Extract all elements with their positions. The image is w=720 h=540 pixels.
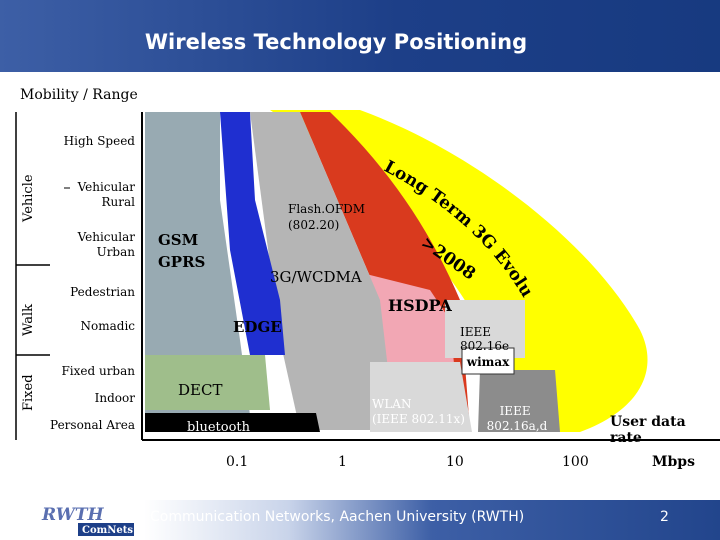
logo-text-rwth: RWTH: [41, 505, 104, 525]
ieee-80216ad-label: IEEE 802.16a,d: [487, 404, 548, 433]
row-label-high-speed: High Speed: [63, 134, 135, 148]
ieee-80216e-label: IEEE 802.16e: [460, 325, 509, 353]
wcdma-label: 3G/WCDMA: [270, 268, 362, 286]
row-label-personal-area: Personal Area: [50, 418, 135, 432]
page-number: 2: [660, 509, 669, 525]
wcdma-region: [250, 112, 395, 430]
row-label-indoor: Indoor: [94, 391, 135, 405]
x-tick-10: 10: [446, 454, 464, 470]
x-axis-unit: Mbps: [652, 454, 695, 470]
ieee-80216e-label-line2: 802.16e: [460, 339, 509, 353]
ieee-80216e-label-line1: IEEE: [460, 325, 491, 339]
ieee-80216ad-label-line2: 802.16a,d: [487, 419, 548, 433]
flash-ofdm-label: Flash.OFDM (802.20): [288, 202, 369, 232]
x-tick-100: 100: [562, 454, 589, 470]
wlan-label-line1: WLAN: [372, 397, 411, 411]
row-label-nomadic: Nomadic: [80, 319, 136, 333]
gsm-label-line2: GPRS: [158, 253, 205, 271]
x-tick-0-1: 0.1: [226, 454, 249, 470]
gsm-label-line1: GSM: [158, 231, 198, 249]
lte-region: [270, 110, 648, 432]
rwth-comnets-logo: RWTH ComNets: [41, 505, 134, 536]
ieee-80216ad-region: [478, 370, 560, 432]
dect-region: [145, 355, 270, 410]
flash-ofdm-label-line1: Flash.OFDM: [288, 202, 365, 216]
edge-label: EDGE: [233, 318, 282, 336]
x-tick-1: 1: [338, 454, 347, 470]
group-label-fixed: Fixed: [21, 374, 36, 411]
edge-region: [220, 112, 285, 355]
positioning-diagram: wimax GSM GPRS EDGE 3G/WCDMA Flash.OFDM …: [0, 0, 720, 441]
row-label-vehicular-rural: Vehicular Rural: [77, 180, 135, 209]
wimax-label: wimax: [466, 355, 510, 369]
wlan-label: WLAN (IEEE 802.11x): [372, 397, 465, 426]
row-label-fixed-urban: Fixed urban: [61, 364, 135, 378]
bluetooth-label: bluetooth: [187, 420, 251, 435]
dect-label: DECT: [178, 381, 222, 399]
wlan-region: [370, 362, 472, 432]
flash-ofdm-label-line2: (802.20): [288, 218, 339, 232]
gsm-label: GSM GPRS: [158, 231, 205, 271]
wimax-logo: [461, 347, 515, 375]
logo-bar: [78, 523, 134, 536]
wlan-label-line2: (IEEE 802.11x): [372, 412, 465, 426]
ieee-80216ad-label-line1: IEEE: [500, 404, 531, 418]
group-label-vehicle: Vehicle: [21, 174, 36, 222]
logo-text-comnets: ComNets: [82, 525, 133, 536]
title-bar: [0, 0, 720, 72]
footer-text: Communication Networks, Aachen Universit…: [150, 509, 525, 525]
bluetooth-region: [145, 413, 320, 432]
gsm-region: [145, 112, 250, 415]
hsdpa-label: HSDPA: [388, 296, 452, 315]
group-label-walk: Walk: [21, 303, 36, 336]
page-title: Wireless Technology Positioning: [144, 30, 528, 54]
x-axis-title: User data rate: [610, 414, 686, 446]
y-axis-title: Mobility / Range: [20, 87, 138, 103]
row-label-pedestrian: Pedestrian: [70, 285, 135, 299]
row-label-vehicular-urban: Vehicular Urban: [77, 230, 135, 259]
